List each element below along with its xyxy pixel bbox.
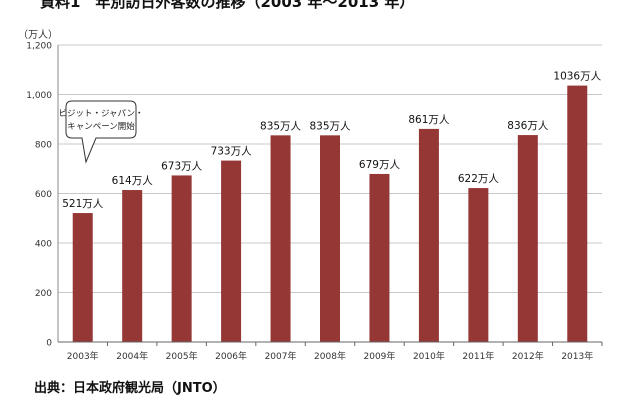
x-tick-label: 2005年	[166, 350, 198, 362]
campaign-callout: ビジット・ジャパン・ キャンペーン開始	[58, 100, 144, 164]
x-tick-label: 2004年	[116, 350, 148, 362]
bar	[221, 160, 242, 342]
y-tick-label: 0	[46, 339, 52, 349]
data-label: 673万人	[161, 160, 203, 172]
data-label: 622万人	[458, 173, 500, 185]
y-tick-label: 600	[35, 190, 52, 200]
x-tick-label: 2013年	[561, 350, 593, 362]
y-tick-label: 1,200	[26, 42, 52, 52]
y-tick-label: 800	[35, 141, 52, 151]
y-tick-label: 1,000	[26, 91, 52, 101]
y-axis-label: （万人）	[18, 29, 58, 41]
bar	[171, 175, 192, 342]
data-label: 614万人	[112, 175, 154, 187]
data-label: 733万人	[211, 146, 253, 158]
bar	[369, 173, 390, 342]
x-tick-label: 2010年	[413, 350, 445, 362]
bars	[72, 85, 588, 342]
x-tick-label: 2012年	[512, 350, 544, 362]
data-label: 835万人	[309, 120, 351, 132]
callout-text-line2: キャンペーン開始	[67, 121, 135, 132]
data-label: 861万人	[408, 114, 450, 126]
data-label: 679万人	[359, 159, 401, 171]
source-note: 出典：日本政府観光局（JNTO）	[34, 381, 226, 396]
y-axis-ticks: 0 200 400 600 800 1,000 1,200	[26, 42, 52, 349]
bar	[320, 135, 340, 342]
bar	[468, 188, 489, 342]
bar	[418, 128, 439, 342]
data-label: 521万人	[62, 198, 104, 210]
y-tick-label: 400	[35, 240, 52, 250]
y-tick-label: 200	[35, 289, 52, 299]
x-tick-label: 2006年	[215, 350, 247, 362]
data-label: 835万人	[260, 120, 302, 132]
bar	[517, 135, 538, 342]
callout-text-line1: ビジット・ジャパン・	[58, 109, 143, 119]
x-tick-label: 2008年	[314, 350, 346, 362]
gridlines	[58, 44, 602, 293]
x-tick-label: 2009年	[364, 350, 396, 362]
bar	[72, 213, 93, 342]
x-tick-label: 2003年	[67, 350, 99, 362]
data-label: 836万人	[507, 120, 549, 132]
data-labels: 521万人 614万人 673万人 733万人 835万人 835万人 679万人 861万人…	[62, 71, 601, 210]
chart-title: 資料1 年別訪日外客数の推移（2003 年～2013 年）	[40, 0, 415, 11]
callout-bubble	[65, 100, 137, 164]
x-axis-ticks: 2003年 2004年 2005年 2006年 2007年 2008年 2009年 2010年…	[67, 342, 603, 362]
x-tick-label: 2007年	[265, 350, 297, 362]
data-label: 1036万人	[553, 71, 601, 83]
bar	[567, 85, 588, 342]
x-tick-label: 2011年	[462, 350, 494, 362]
bar	[270, 135, 291, 342]
bar	[122, 190, 143, 342]
